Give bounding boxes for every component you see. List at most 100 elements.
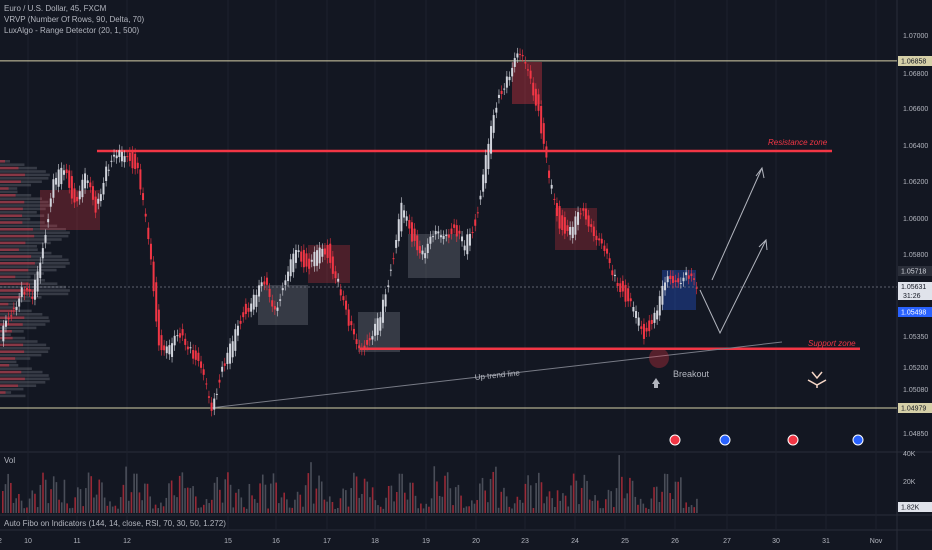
volume-label[interactable]: Vol	[4, 456, 16, 465]
volume-bar	[184, 488, 186, 513]
auto-fibo-indicator-label[interactable]: Auto Fibo on Indicators (144, 14, close,…	[4, 519, 226, 528]
volume-profile-bar-sell	[0, 173, 25, 177]
volume-bar	[224, 479, 227, 513]
price-axis-tick: 1.04850	[903, 431, 928, 438]
volume-bar	[532, 507, 535, 513]
volume-bar	[347, 506, 350, 513]
candle-body	[519, 53, 522, 55]
volume-bar	[39, 484, 42, 513]
candle-body	[118, 150, 121, 157]
volume-profile-bar	[0, 384, 37, 387]
candle-body	[189, 347, 192, 349]
time-axis-tick: 23	[521, 538, 529, 545]
economic-event-icon	[669, 434, 681, 446]
volume-bar	[658, 502, 661, 513]
candle-body	[550, 184, 553, 189]
candle-body	[637, 317, 640, 326]
candle-body	[99, 194, 102, 202]
candle-body	[352, 328, 355, 335]
current-price-tag: 1.05631	[901, 284, 926, 291]
volume-bar	[205, 499, 208, 513]
candle-body	[91, 186, 94, 200]
volume-bar	[323, 499, 326, 513]
candle-body	[281, 288, 284, 291]
vrvp-indicator-label[interactable]: VRVP (Number Of Rows, 90, Delta, 70)	[4, 15, 145, 24]
volume-bar	[401, 473, 403, 513]
candle-body	[516, 53, 519, 58]
volume-bar	[564, 495, 567, 513]
volume-bar	[680, 477, 682, 513]
price-axis-tick: 1.06600	[903, 106, 928, 113]
candle-body	[674, 280, 677, 282]
volume-profile-bar-sell	[0, 241, 26, 245]
candle-body	[571, 226, 574, 239]
candle-body	[2, 325, 5, 342]
economic-event-icon	[787, 434, 799, 446]
volume-profile-bar	[0, 197, 43, 200]
volume-bar	[130, 492, 133, 513]
candle-body	[384, 294, 387, 307]
volume-profile-bar-sell	[0, 160, 5, 163]
volume-profile-bar	[0, 364, 19, 367]
volume-bar	[345, 490, 347, 513]
candle-body	[603, 245, 606, 251]
projection-arrowhead-1	[755, 166, 765, 179]
volume-bar	[243, 507, 245, 513]
volume-current-tag: 1.82K	[901, 505, 920, 512]
volume-bar	[420, 503, 422, 513]
volume-bar	[519, 499, 521, 513]
volume-bar	[371, 487, 374, 513]
volume-bar	[682, 507, 685, 513]
volume-bar	[304, 485, 307, 513]
candle-body	[442, 235, 445, 239]
candle-body	[379, 317, 382, 331]
volume-profile-bar	[0, 319, 50, 323]
candle-body	[447, 234, 450, 238]
economic-event-icon	[852, 434, 864, 446]
price-axis-tick: 1.05350	[903, 334, 928, 341]
volume-profile-bar-sell	[0, 309, 16, 313]
volume-bar	[471, 500, 473, 513]
low-price-tag: 1.04979	[901, 406, 926, 413]
candle-body	[650, 319, 653, 325]
candle-body	[624, 284, 627, 302]
candle-body	[434, 230, 437, 235]
candle-body	[131, 151, 134, 169]
candle-body	[134, 153, 137, 169]
candle-body	[463, 245, 466, 251]
volume-bar	[366, 481, 369, 513]
volume-bar	[562, 493, 564, 513]
price-axis-tick: 1.05200	[903, 365, 928, 372]
candle-body	[429, 236, 432, 244]
candle-body	[41, 248, 44, 259]
volume-bar	[173, 495, 176, 513]
volume-profile-bar-sell	[0, 391, 6, 394]
volume-profile-bar-sell	[0, 302, 9, 306]
candle-body	[471, 231, 474, 233]
candle-body	[337, 278, 340, 282]
volume-profile-bar	[0, 340, 38, 343]
volume-bar	[647, 508, 650, 513]
projection-arrowhead-2	[758, 238, 768, 251]
candle-body	[321, 248, 324, 257]
candle-body	[566, 225, 569, 231]
volume-bar	[339, 498, 342, 513]
volume-bar	[548, 491, 551, 513]
volume-bar	[106, 505, 109, 513]
volume-bar	[406, 499, 409, 513]
volume-bar	[165, 497, 168, 513]
candle-body	[239, 320, 242, 324]
candle-body	[592, 226, 595, 237]
candle-body	[250, 303, 253, 312]
volume-bar	[200, 507, 202, 513]
candle-body	[126, 156, 129, 158]
candle-body	[695, 287, 698, 289]
volume-bar	[216, 477, 218, 513]
candle-body	[693, 278, 696, 280]
volume-bar	[422, 508, 425, 513]
volume-bar	[310, 462, 312, 513]
range-detector-label[interactable]: LuxAlgo - Range Detector (20, 1, 500)	[4, 26, 140, 35]
symbol-title[interactable]: Euro / U.S. Dollar, 45, FXCM	[4, 4, 107, 13]
